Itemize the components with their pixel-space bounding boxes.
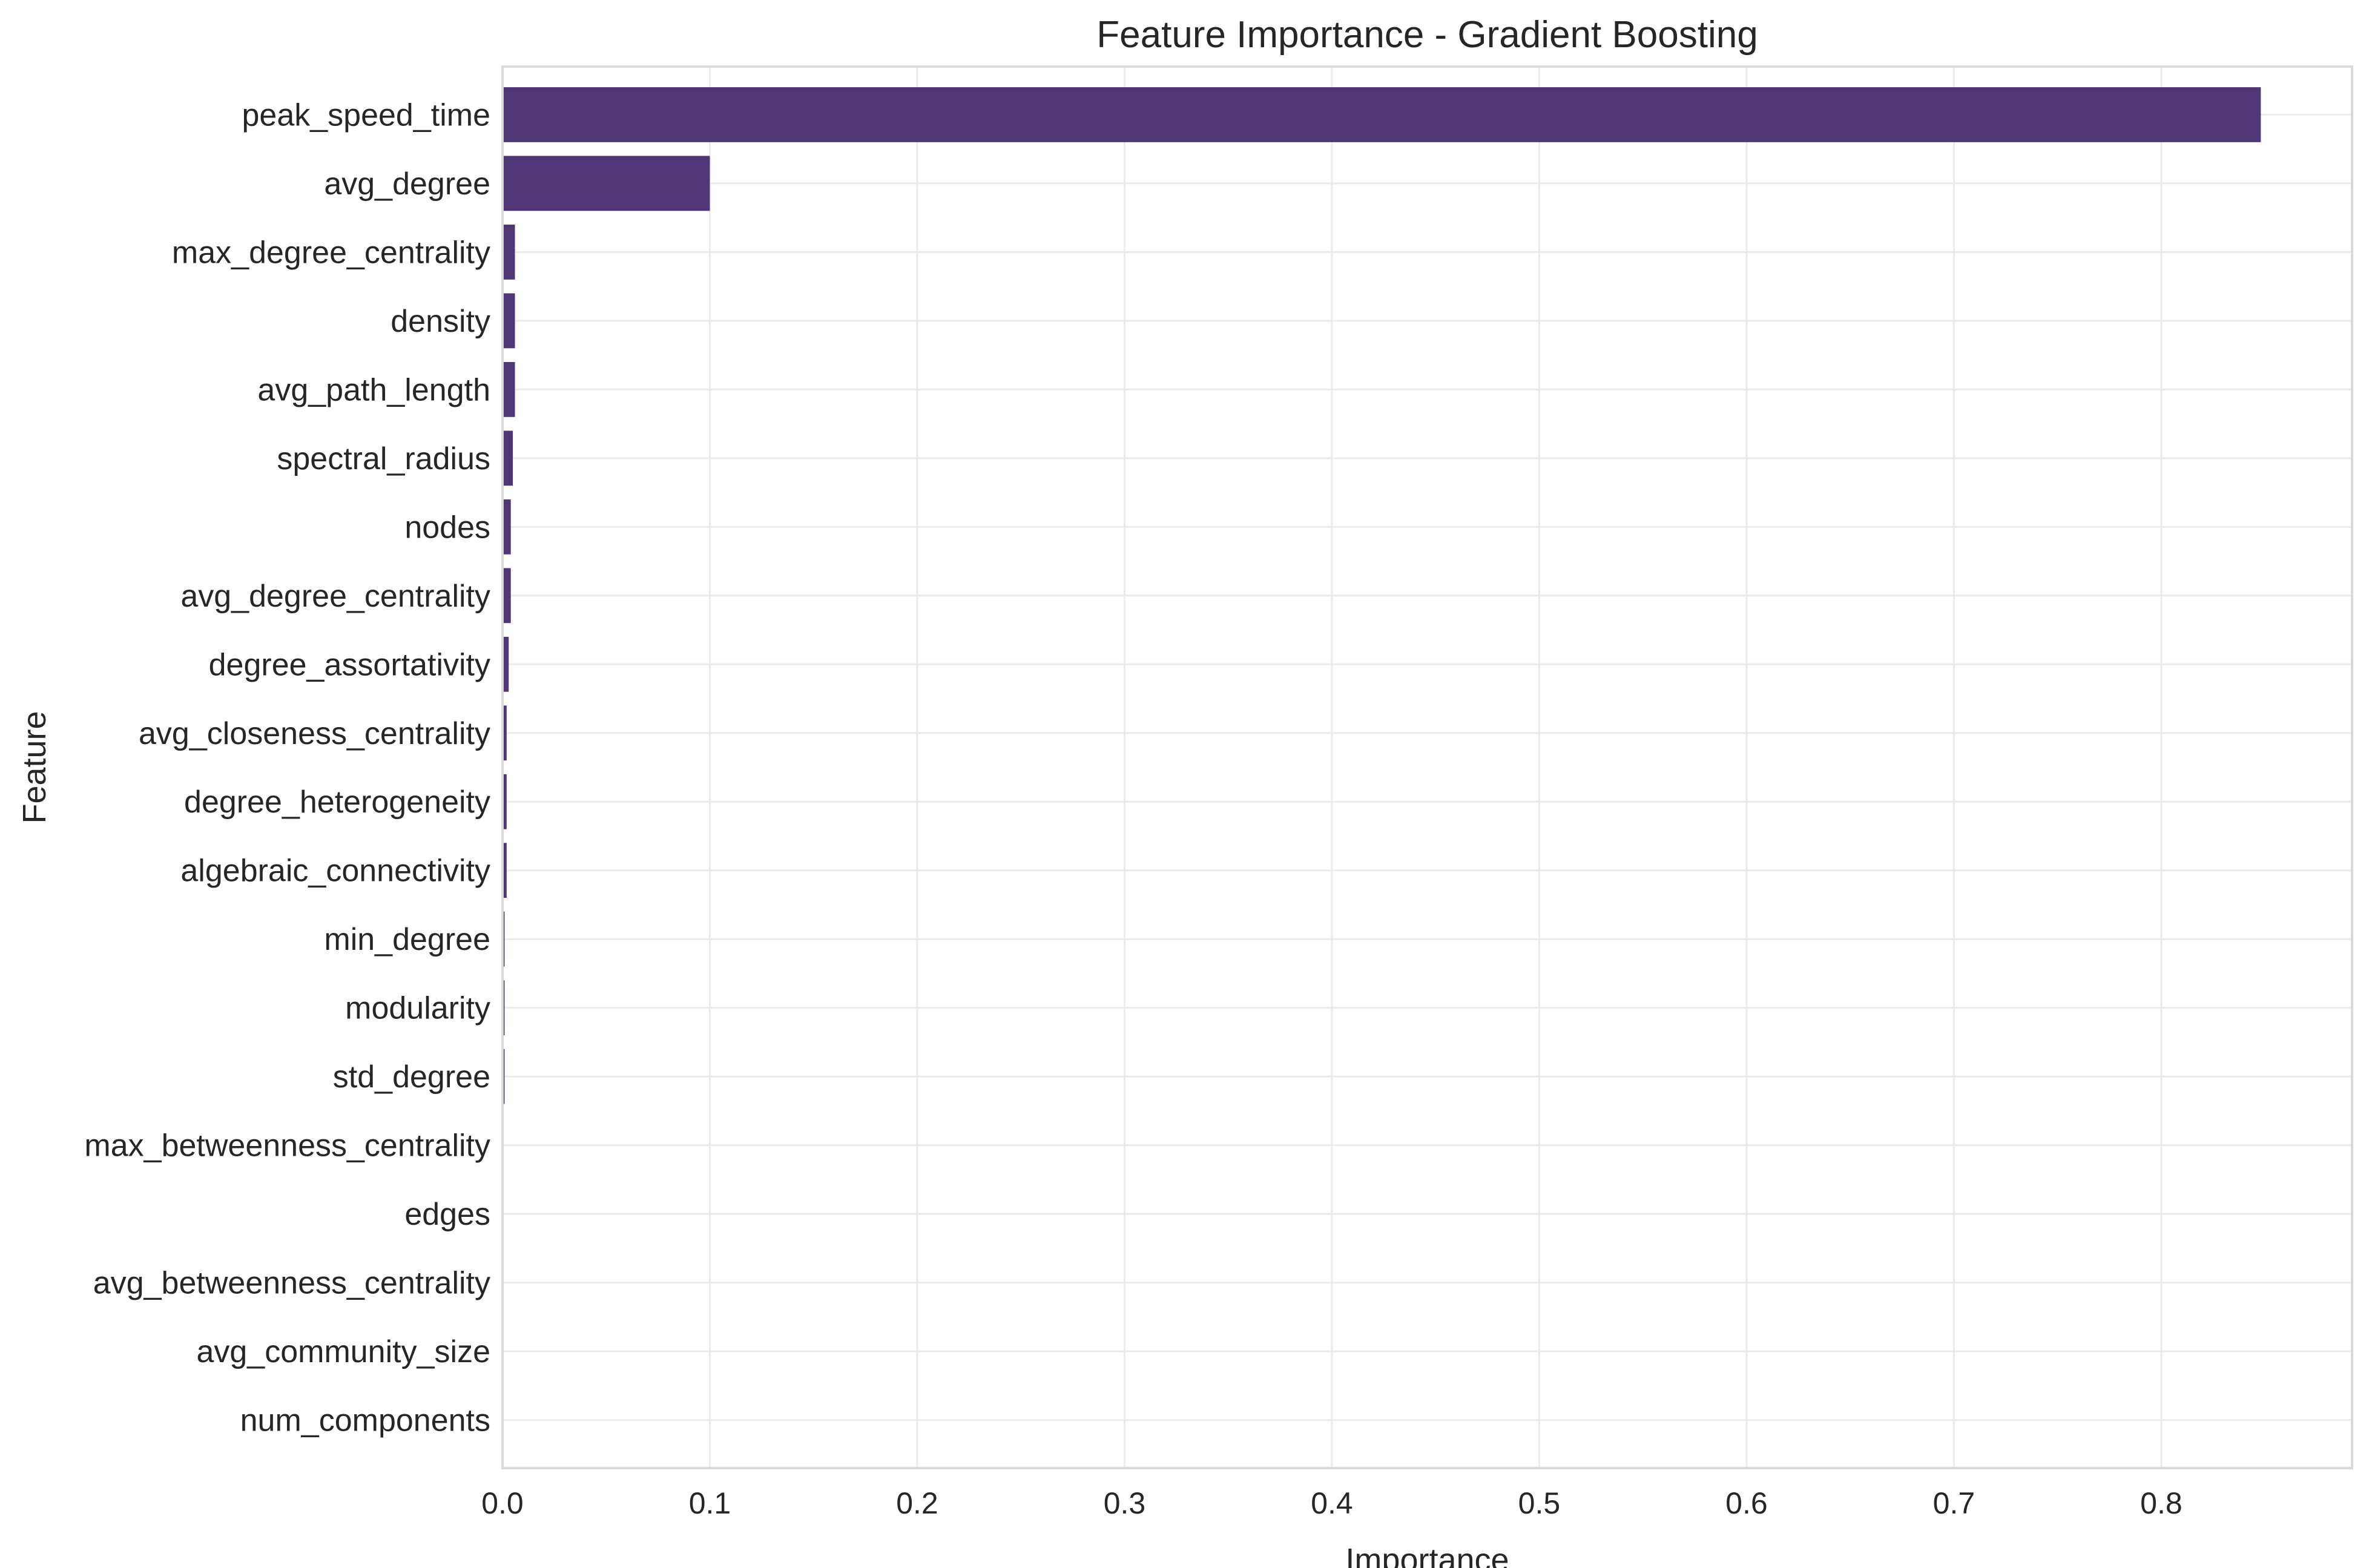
y-tick-label: nodes bbox=[404, 510, 490, 545]
x-tick-label: 0.1 bbox=[689, 1486, 731, 1520]
y-tick-label: avg_path_length bbox=[257, 372, 490, 407]
bar-spectral-radius bbox=[502, 430, 513, 486]
x-tick-label: 0.8 bbox=[2140, 1486, 2183, 1520]
bar-algebraic-connectivity bbox=[502, 843, 507, 898]
y-tick-label: algebraic_connectivity bbox=[180, 854, 490, 889]
y-tick-label: avg_community_size bbox=[196, 1334, 490, 1369]
bar-peak-speed-time bbox=[502, 87, 2261, 142]
y-tick-label: modularity bbox=[345, 991, 490, 1026]
y-tick-labels: peak_speed_time avg_degree max_degree_cent… bbox=[84, 97, 490, 1438]
x-tick-label: 0.7 bbox=[1933, 1486, 1975, 1520]
x-axis-label: Importance bbox=[1345, 1542, 1509, 1568]
plot-frame bbox=[501, 65, 2353, 1469]
bar-nodes bbox=[502, 499, 511, 555]
y-tick-label: max_degree_centrality bbox=[172, 235, 490, 270]
bars bbox=[502, 87, 2261, 1104]
x-tick-labels: 0.0 0.1 0.2 0.3 0.4 0.5 0.6 0.7 0.8 bbox=[481, 1486, 2182, 1520]
y-tick-label: spectral_radius bbox=[277, 441, 490, 476]
x-tick-label: 0.6 bbox=[1725, 1486, 1768, 1520]
x-tick-label: 0.5 bbox=[1518, 1486, 1561, 1520]
bar-avg-closeness-centrality bbox=[502, 705, 507, 761]
y-tick-label: num_components bbox=[240, 1403, 490, 1438]
y-tick-label: min_degree bbox=[324, 922, 490, 957]
bar-degree-assortativity bbox=[502, 636, 509, 692]
bar-avg-degree bbox=[502, 156, 710, 211]
bar-avg-path-length bbox=[502, 361, 515, 417]
y-tick-label: edges bbox=[404, 1197, 490, 1232]
y-tick-label: avg_closeness_centrality bbox=[139, 716, 490, 751]
x-tick-label: 0.0 bbox=[481, 1486, 524, 1520]
bar-avg-degree-centrality bbox=[502, 568, 511, 624]
y-tick-label: avg_betweenness_centrality bbox=[93, 1266, 490, 1301]
bar-max-degree-centrality bbox=[502, 225, 515, 280]
bar-degree-heterogeneity bbox=[502, 774, 507, 829]
y-tick-label: degree_assortativity bbox=[209, 647, 490, 682]
y-tick-label: std_degree bbox=[333, 1059, 490, 1095]
chart-title: Feature Importance - Gradient Boosting bbox=[1096, 14, 1758, 56]
y-axis-label: Feature bbox=[16, 711, 53, 823]
y-tick-label: avg_degree_centrality bbox=[180, 579, 490, 614]
y-tick-label: degree_heterogeneity bbox=[184, 785, 490, 820]
y-tick-label: density bbox=[390, 304, 490, 339]
x-tick-label: 0.3 bbox=[1104, 1486, 1146, 1520]
y-tick-label: avg_degree bbox=[324, 166, 490, 202]
y-tick-label: peak_speed_time bbox=[242, 97, 490, 133]
x-tick-label: 0.2 bbox=[896, 1486, 938, 1520]
bar-density bbox=[502, 293, 515, 349]
y-tick-label: max_betweenness_centrality bbox=[84, 1128, 490, 1164]
x-tick-label: 0.4 bbox=[1311, 1486, 1353, 1520]
